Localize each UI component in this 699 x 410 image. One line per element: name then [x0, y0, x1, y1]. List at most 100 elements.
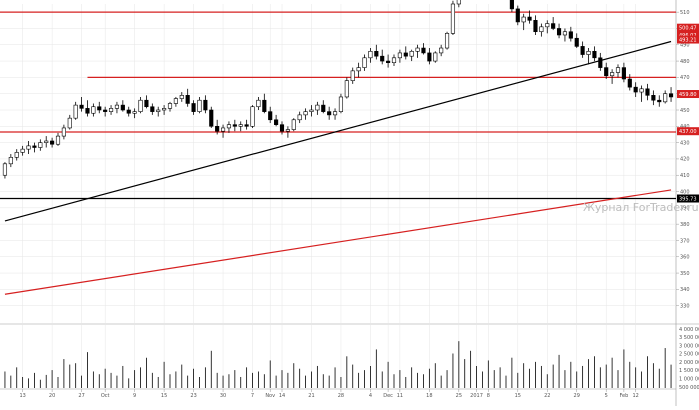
price-tick-label: 420 [680, 157, 690, 163]
price-label-text: 493.21 [679, 38, 697, 44]
candle-body [651, 95, 656, 101]
time-tick-label: Feb [619, 393, 628, 399]
candle-body [262, 99, 267, 112]
price-tick-label: 490 [680, 43, 690, 49]
candle-body [421, 47, 426, 54]
price-tick-label: 360 [680, 255, 690, 261]
candle-body [91, 106, 96, 114]
candle-body [521, 16, 526, 23]
candle-body [450, 3, 456, 34]
candle-body [244, 124, 249, 127]
candle-body [515, 8, 520, 23]
time-tick-label: 11 [397, 393, 403, 399]
candle-body [8, 156, 13, 165]
time-tick-label: 22 [544, 393, 550, 399]
candle-body [209, 109, 214, 127]
candle-body [551, 23, 556, 29]
candle-body [509, 0, 514, 10]
candle-body [586, 50, 591, 55]
price-tick-label: 390 [680, 206, 690, 212]
time-tick-label: Oct [101, 393, 110, 399]
candle-body [362, 57, 367, 68]
volume-tick-label: 500 000 [679, 385, 699, 391]
candle-body [291, 119, 296, 130]
price-tick-label: 350 [680, 271, 690, 277]
price-label-box [677, 127, 699, 136]
price-tick-label: 430 [680, 140, 690, 146]
price-label-box [677, 35, 699, 44]
candle-body [108, 108, 114, 112]
candle-body [610, 72, 615, 77]
price-tick-label: 470 [680, 75, 690, 81]
time-tick-label: 15 [161, 393, 167, 399]
candle-body [350, 70, 355, 81]
candle-body [338, 96, 344, 112]
candle-body [238, 124, 243, 127]
candle-body [279, 124, 285, 132]
candle-body [427, 52, 432, 62]
price-label-text: 437.00 [679, 129, 697, 135]
candle-body [403, 52, 408, 57]
price-label-text: 395.73 [679, 197, 697, 203]
candle-body [533, 20, 538, 33]
candle-body [197, 99, 202, 112]
time-tick-label: 28 [338, 393, 344, 399]
candle-body [386, 60, 391, 64]
price-label-box [677, 90, 699, 99]
price-tick-label: 480 [680, 59, 690, 65]
candles [2, 0, 674, 179]
candle-body [303, 111, 308, 116]
candle-body [220, 127, 226, 132]
time-tick-label: 29 [574, 393, 580, 399]
price-label-text: 500.47 [679, 26, 697, 32]
candle-body [150, 106, 155, 112]
candle-body [132, 111, 137, 114]
candle-body [604, 67, 609, 77]
candle-body [38, 142, 43, 148]
candle-body [144, 99, 149, 108]
candle-body [633, 86, 638, 93]
time-tick-label: Dec [383, 393, 393, 399]
volume-tick-label: 1 000 000 [679, 377, 699, 383]
price-tick-label: 410 [680, 173, 690, 179]
candle-body [203, 99, 208, 111]
candle-body [185, 95, 190, 104]
volume-tick-label: 1 500 000 [679, 368, 699, 374]
watermark: Журнал ForTrader.ru [583, 201, 699, 214]
candle-body [297, 114, 302, 121]
candle-body [232, 124, 237, 127]
time-tick-label: 18 [426, 393, 432, 399]
candle-body [103, 109, 108, 112]
price-tick-label: 450 [680, 108, 690, 114]
candle-body [156, 109, 161, 112]
candle-body [226, 124, 232, 129]
candle-body [409, 50, 414, 57]
time-tick-label: 21 [308, 393, 314, 399]
candle-body [433, 52, 438, 62]
candle-body [627, 78, 632, 88]
candle-body [527, 16, 532, 21]
time-tick-label: 2017 [470, 393, 483, 399]
time-axis: 13 20 27 Oct 9 15 23 30 7 Nov 14 21 28 4 Dec 11 18 25 2017… [19, 389, 639, 399]
candle-body [32, 145, 37, 148]
price-label-text: 459.80 [679, 92, 697, 98]
candle-body [621, 67, 626, 80]
candle-body [256, 99, 261, 108]
trend-line [4, 40, 672, 222]
time-tick-label: 23 [190, 393, 196, 399]
time-tick-label: 7 [251, 393, 254, 399]
time-tick-label: 30 [220, 393, 226, 399]
candle-body [374, 50, 379, 57]
time-tick-label: 15 [515, 393, 521, 399]
candle-body [126, 109, 131, 114]
candle-body [439, 47, 444, 54]
candle-body [44, 140, 49, 143]
candle-body [327, 111, 332, 116]
volume-tick-label: 2 500 000 [679, 352, 699, 358]
candle-body [26, 145, 31, 150]
candle-body [73, 104, 78, 119]
